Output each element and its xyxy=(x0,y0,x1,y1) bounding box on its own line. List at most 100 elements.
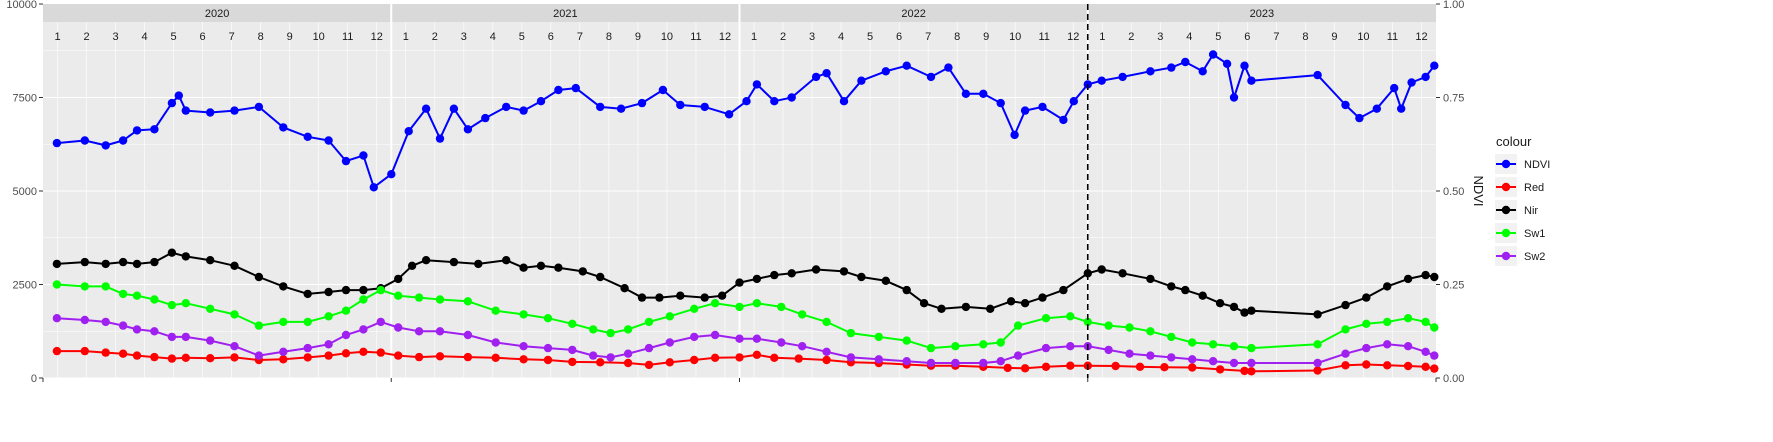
data-point-red xyxy=(279,355,288,364)
data-point-red xyxy=(1066,361,1075,370)
data-point-nir xyxy=(1118,269,1127,278)
data-point-sw2 xyxy=(996,357,1005,366)
data-point-ndvi xyxy=(369,183,378,192)
data-point-ndvi xyxy=(387,170,396,179)
data-point-sw1 xyxy=(181,299,190,308)
month-label: 11 xyxy=(1039,31,1050,43)
data-point-sw2 xyxy=(1229,358,1239,368)
data-point-nir xyxy=(554,263,563,272)
month-label: 1 xyxy=(751,31,757,43)
data-point-nir xyxy=(279,282,288,291)
data-point-ndvi xyxy=(596,102,605,112)
data-point-red xyxy=(1215,365,1225,374)
data-point-sw1 xyxy=(874,332,883,342)
data-point-sw1 xyxy=(777,302,786,312)
data-point-nir xyxy=(1247,306,1256,315)
data-point-sw1 xyxy=(1167,332,1176,342)
data-point-ndvi xyxy=(676,100,685,110)
data-point-sw2 xyxy=(1041,343,1051,353)
data-point-sw1 xyxy=(519,310,528,319)
data-point-sw2 xyxy=(101,317,110,327)
data-point-sw2 xyxy=(623,349,633,358)
data-point-nir xyxy=(230,261,239,270)
month-label: 9 xyxy=(1331,31,1337,43)
data-point-sw1 xyxy=(1125,323,1134,332)
data-point-ndvi xyxy=(1430,61,1439,70)
data-point-red xyxy=(376,348,385,357)
data-point-sw2 xyxy=(254,351,264,360)
data-point-nir xyxy=(578,267,587,276)
data-point-red xyxy=(1341,361,1350,370)
data-point-ndvi xyxy=(787,93,796,102)
data-point-ndvi xyxy=(1010,130,1019,140)
data-point-ndvi xyxy=(658,85,668,95)
legend-label-red: Red xyxy=(1524,182,1544,194)
data-point-sw2 xyxy=(752,334,762,343)
y-right-tick-label: 0.50 xyxy=(1443,186,1464,198)
data-point-sw2 xyxy=(303,343,312,353)
data-point-nir xyxy=(620,284,629,293)
data-point-sw1 xyxy=(1362,319,1371,328)
data-point-sw1 xyxy=(926,343,936,353)
month-label: 4 xyxy=(490,31,496,43)
data-point-red xyxy=(181,353,190,362)
data-point-nir xyxy=(655,293,664,302)
data-point-sw2 xyxy=(1104,345,1113,355)
data-point-ndvi xyxy=(1198,67,1207,76)
data-point-sw2 xyxy=(132,325,142,334)
data-point-red xyxy=(1430,364,1439,373)
data-point-nir xyxy=(839,267,849,276)
data-point-ndvi xyxy=(254,102,264,112)
data-point-sw2 xyxy=(710,330,720,340)
series-red xyxy=(52,346,1439,376)
data-point-ndvi xyxy=(571,83,580,93)
data-point-nir xyxy=(637,293,647,302)
data-point-sw2 xyxy=(1125,349,1134,358)
facet-strip-bg xyxy=(43,4,392,22)
month-label: 3 xyxy=(1157,31,1163,43)
data-point-sw2 xyxy=(279,347,288,356)
data-point-nir xyxy=(1240,308,1249,317)
month-label: 4 xyxy=(1186,31,1192,43)
data-point-ndvi xyxy=(150,125,159,134)
data-point-sw1 xyxy=(279,317,288,327)
data-point-red xyxy=(150,352,159,362)
data-point-ndvi xyxy=(1118,72,1127,82)
month-label: 2 xyxy=(432,31,438,43)
facet-year-label: 2022 xyxy=(901,8,925,20)
data-point-nir xyxy=(735,278,744,287)
data-point-sw2 xyxy=(181,332,190,342)
data-point-nir xyxy=(1006,297,1016,306)
y-right-tick-label: 0.25 xyxy=(1443,280,1464,292)
data-point-red xyxy=(303,353,312,362)
data-point-sw1 xyxy=(798,310,807,319)
data-point-sw1 xyxy=(150,295,159,304)
data-point-red xyxy=(1188,363,1197,372)
data-point-nir xyxy=(986,304,995,313)
month-label: 9 xyxy=(287,31,293,43)
data-point-ndvi xyxy=(1341,100,1350,110)
data-point-red xyxy=(463,352,473,362)
data-point-sw1 xyxy=(1146,327,1155,336)
data-point-red xyxy=(1240,366,1249,376)
data-point-nir xyxy=(1215,299,1225,308)
legend-label-ndvi: NDVI xyxy=(1524,159,1550,171)
month-label: 3 xyxy=(461,31,467,43)
data-point-red xyxy=(596,358,605,367)
data-point-sw1 xyxy=(644,317,654,327)
month-label: 12 xyxy=(1415,31,1427,43)
data-point-nir xyxy=(919,299,929,308)
data-point-ndvi xyxy=(174,91,183,100)
data-point-sw1 xyxy=(167,300,177,310)
data-point-ndvi xyxy=(80,136,90,145)
data-point-ndvi xyxy=(926,72,936,82)
data-point-sw1 xyxy=(1421,317,1430,327)
data-point-ndvi xyxy=(230,106,239,115)
legend-key-point xyxy=(1501,182,1511,192)
data-point-sw2 xyxy=(1066,342,1075,351)
month-label: 12 xyxy=(1067,31,1079,43)
data-point-sw2 xyxy=(1383,340,1392,349)
data-point-sw2 xyxy=(1403,342,1413,351)
data-point-nir xyxy=(474,259,483,269)
data-point-nir xyxy=(937,304,946,313)
